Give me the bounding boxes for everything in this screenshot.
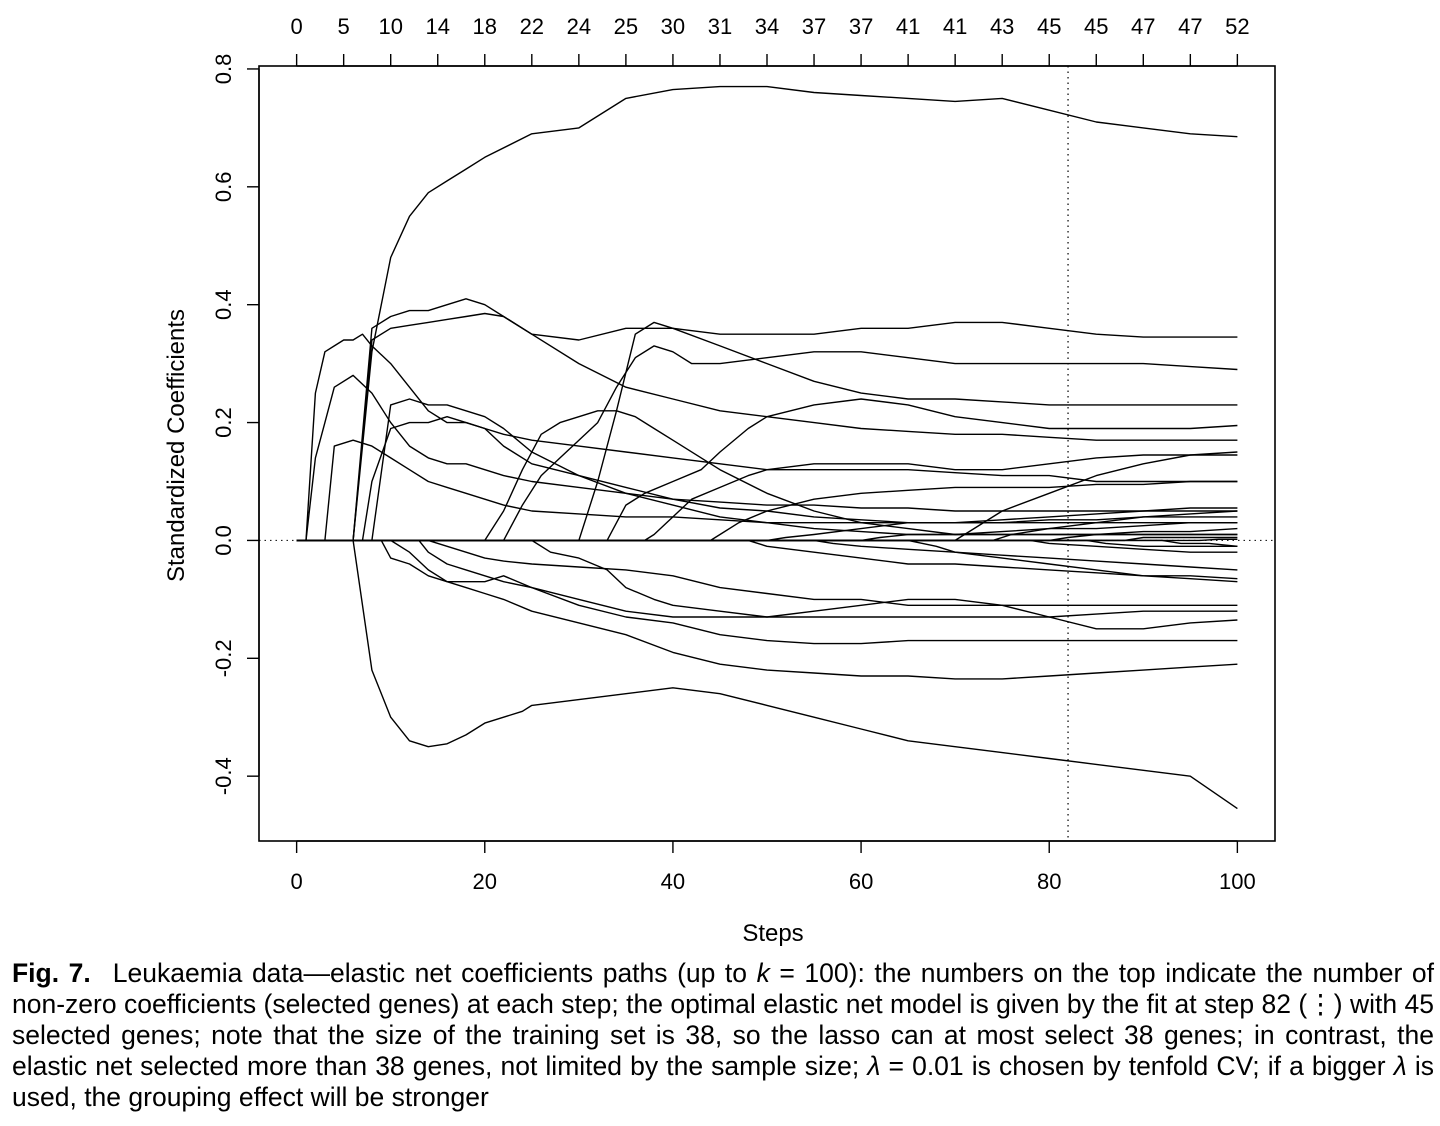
top-tick-label: 45 [1037,14,1061,39]
series-layer [296,85,1238,810]
y-tick-label: 0.6 [211,172,236,203]
caption-k: k [756,958,770,988]
x-tick-label: 80 [1037,869,1061,894]
figure-caption: Fig. 7. Leukaemia data—elastic net coeffi… [12,958,1434,1113]
coefficient-path-20 [296,480,1238,542]
caption-lambda: λ [1393,1051,1407,1081]
top-tick-label: 30 [661,14,685,39]
coefficient-path-17 [296,345,1238,542]
top-tick-label: 37 [849,14,873,39]
reference-lines [259,66,1275,841]
top-tick-label: 5 [338,14,350,39]
coefficient-path-10 [296,539,1238,680]
coefficient-path-22 [296,507,1238,542]
y-axis-title: Standardized Coefficients [163,309,190,582]
coefficient-path-9 [296,539,1238,810]
coefficient-path-18 [296,398,1238,542]
top-tick-label: 41 [896,14,920,39]
x-tick-label: 60 [849,869,873,894]
x-axis-title: Steps [742,920,803,947]
x-tick-label: 0 [291,869,303,894]
caption-text: = 0.01 is chosen by tenfold CV; if a big… [880,1051,1394,1081]
caption-text: ) with 45 selected genes; note that the … [12,989,1434,1081]
y-tick-label: 0.8 [211,54,236,85]
y-tick-label: 0.2 [211,407,236,438]
chart-canvas: 0 20 40 60 80 100 -0.4 -0.2 0.0 0.2 0.4 0.6 0.8 0 5 10 1… [163,14,1276,947]
top-tick-label: 37 [802,14,826,39]
top-tick-label: 25 [614,14,638,39]
top-tick-label: 34 [755,14,779,39]
x-tick-label: 100 [1219,869,1256,894]
caption-label: Fig. 7. [12,958,91,988]
coefficient-path-4 [296,312,1238,542]
top-tick-label: 10 [378,14,402,39]
top-tick-label: 41 [943,14,967,39]
caption-text: Leukaemia data—elastic net coefficients … [112,958,757,988]
top-tick-label: 24 [567,14,591,39]
top-tick-label: 45 [1084,14,1108,39]
top-tick-label: 43 [990,14,1014,39]
coefficient-path-2 [296,333,1238,542]
top-tick-label: 22 [520,14,544,39]
coefficient-path-23 [296,539,1238,571]
dotted-line-symbol: ⋮ [1307,989,1334,1019]
coefficient-path-13 [296,539,1238,606]
coefficient-path-24 [296,522,1238,542]
coefficient-path-1 [296,85,1238,542]
coefficient-path-15 [296,321,1238,542]
y-tick-label: -0.2 [211,639,236,677]
caption-text: = 100): the numbers on the top indicate … [12,958,1434,1019]
caption-lambda: λ [867,1051,881,1081]
coefficient-path-11 [296,539,1238,645]
coefficient-path-5 [296,374,1238,542]
top-tick-label: 47 [1131,14,1155,39]
coefficient-path-3 [296,298,1238,542]
coefficient-path-27 [296,510,1238,542]
coefficient-path-29 [296,527,1238,542]
coefficient-path-33 [296,538,1238,542]
coefficient-path-26 [296,451,1238,542]
coefficient-path-19 [296,454,1238,542]
plot-frame [258,65,1276,842]
y-tick-label: -0.4 [211,757,236,795]
top-tick-label: 31 [708,14,732,39]
x-tick-label: 20 [473,869,497,894]
top-tick-label: 18 [473,14,497,39]
coefficient-path-6 [296,439,1238,542]
coefficient-path-chart: 0 20 40 60 80 100 -0.4 -0.2 0.0 0.2 0.4 0.6 0.8 0 5 10 1… [163,14,1276,947]
coefficient-path-16 [296,410,1238,542]
coefficient-path-14 [296,539,1238,630]
coefficient-path-7 [296,416,1238,542]
x-tick-label: 40 [661,869,685,894]
caption-text: is used, the grouping effect will be str… [12,1051,1435,1112]
coefficient-path-12 [296,539,1238,618]
top-tick-label: 0 [291,14,303,39]
axes: 0 20 40 60 80 100 -0.4 -0.2 0.0 0.2 0.4 0.6 0.8 0 5 10 1… [211,14,1256,894]
top-tick-label: 14 [425,14,449,39]
y-tick-label: 0.0 [211,525,236,556]
top-tick-label: 47 [1178,14,1202,39]
y-tick-label: 0.4 [211,289,236,320]
coefficient-path-25 [296,539,1238,583]
top-tick-label: 52 [1225,14,1249,39]
